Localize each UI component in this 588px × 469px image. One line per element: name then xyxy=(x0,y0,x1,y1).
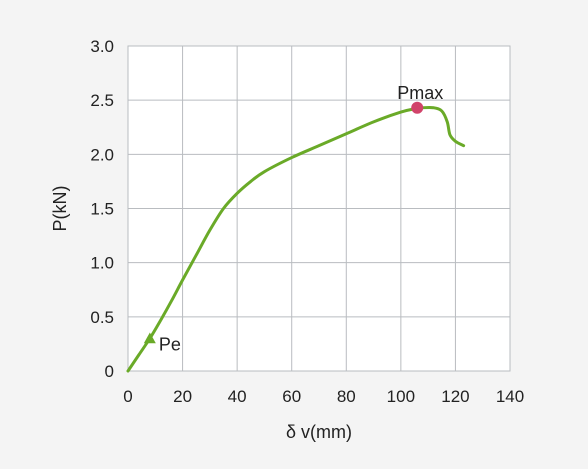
y-tick-label: 2.0 xyxy=(90,145,114,164)
pe-marker xyxy=(143,332,156,344)
pe-label: Pe xyxy=(159,335,181,355)
series-line xyxy=(126,105,466,373)
grid xyxy=(127,45,511,372)
annotations: Pe Pmax xyxy=(143,83,443,355)
y-tick-label: 0.5 xyxy=(90,308,114,327)
y-tick-label: 1.0 xyxy=(90,254,114,273)
x-axis-label: δ v(mm) xyxy=(286,422,352,442)
series-group xyxy=(126,105,466,373)
x-tick-label: 20 xyxy=(173,387,192,406)
x-tick-label: 120 xyxy=(441,387,469,406)
y-tick-label: 3.0 xyxy=(90,37,114,56)
y-tick-label: 1.5 xyxy=(90,200,114,219)
x-tick-label: 60 xyxy=(282,387,301,406)
x-tick-label: 80 xyxy=(337,387,356,406)
x-tick-label: 40 xyxy=(228,387,247,406)
y-tick-label: 0 xyxy=(105,362,114,381)
y-tick-label: 2.5 xyxy=(90,91,114,110)
x-tick-label: 140 xyxy=(496,387,524,406)
x-tick-label: 0 xyxy=(123,387,132,406)
x-tick-label: 100 xyxy=(387,387,415,406)
pmax-marker xyxy=(411,101,424,114)
y-axis-label: P(kN) xyxy=(50,186,70,232)
pmax-label: Pmax xyxy=(397,83,443,103)
x-tick-labels: 0 20 40 60 80 100 120 140 xyxy=(123,387,524,406)
y-tick-labels: 0 0.5 1.0 1.5 2.0 2.5 3.0 xyxy=(90,37,114,381)
